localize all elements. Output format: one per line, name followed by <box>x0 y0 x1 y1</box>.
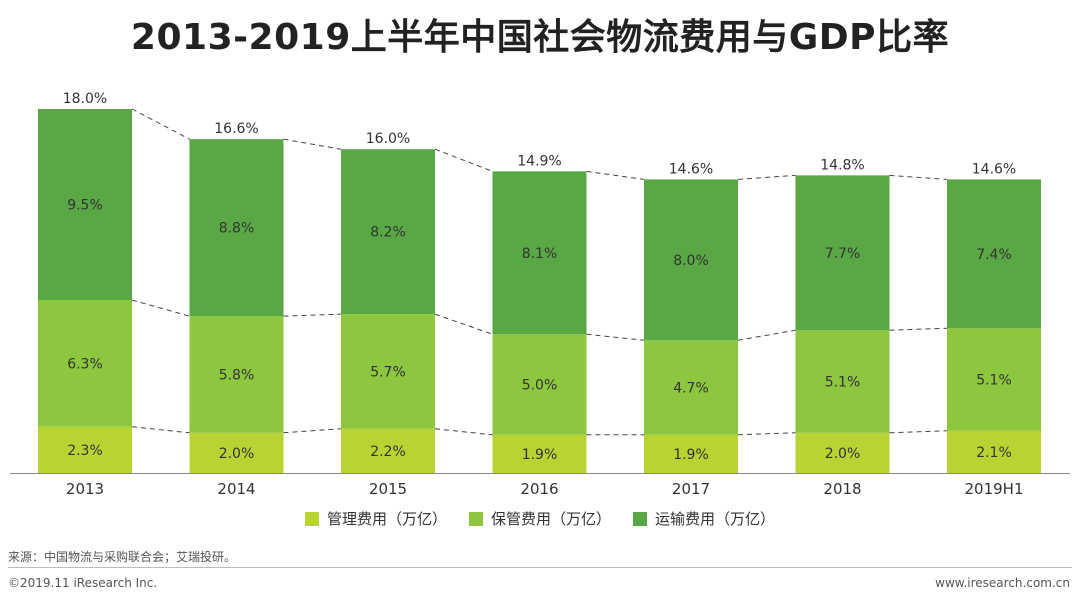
total-label: 14.6% <box>669 161 713 177</box>
bar-segment-2016-s2 <box>492 171 587 335</box>
chart-title: 2013-2019上半年中国社会物流费用与GDP比率 <box>130 17 950 58</box>
connector-line <box>434 428 493 436</box>
bar-segment-2016-s1 <box>492 334 587 435</box>
bar-segment-2019H1-s1 <box>947 328 1041 431</box>
bar-segment-2018-s1 <box>795 330 890 433</box>
connector-line <box>737 329 796 341</box>
data-label: 7.7% <box>825 246 861 262</box>
bar-segment-2015-s1 <box>341 314 435 429</box>
bar-segment-2019H1-s2 <box>947 179 1041 329</box>
stacked-bar-chart: 2.3% 6.3% 9.5% 18.0% 2013 2.0% 5.8% 8.8% 16.6% 20… <box>10 91 1070 498</box>
data-label: 2.3% <box>67 443 103 459</box>
connector-line <box>737 174 796 180</box>
total-label: 14.6% <box>972 161 1016 177</box>
legend-item: 保管费用（万亿） <box>468 508 611 529</box>
bar-segment-2017-s1 <box>644 340 738 435</box>
data-label: 5.7% <box>370 364 406 380</box>
legend-item: 运输费用（万亿） <box>633 508 775 529</box>
footer-divider <box>8 567 1072 568</box>
legend-swatch <box>468 511 483 526</box>
x-tick-label: 2018 <box>823 480 861 498</box>
website-text: www.iresearch.com.cn <box>935 576 1070 590</box>
data-label: 4.7% <box>673 381 709 397</box>
bar-segment-2015-s0 <box>341 428 435 473</box>
data-label: 2.0% <box>825 446 861 462</box>
total-label: 16.0% <box>366 131 410 147</box>
data-label: 8.0% <box>673 253 709 269</box>
bar-segment-2018-s0 <box>795 432 890 473</box>
bar-segment-2016-s0 <box>492 434 587 473</box>
legend-label: 运输费用（万亿） <box>655 510 776 528</box>
data-label: 2.1% <box>976 445 1012 461</box>
connector-line <box>131 299 190 317</box>
connector-line <box>586 170 645 180</box>
x-tick-label: 2017 <box>672 480 710 498</box>
bar-segment-2017-s0 <box>644 434 738 473</box>
bar-segment-2014-s2 <box>189 139 284 317</box>
data-label: 2.0% <box>219 446 255 462</box>
data-label: 9.5% <box>67 198 103 214</box>
bar-segment-2017-s2 <box>644 179 738 341</box>
bar-segment-2013-s2 <box>38 108 132 301</box>
x-tick-label: 2013 <box>66 480 104 498</box>
source-note: 来源：中国物流与采购联合会；艾瑞投研。 <box>8 550 237 564</box>
total-label: 14.8% <box>820 157 864 173</box>
legend-item: 管理费用（万亿） <box>304 508 447 529</box>
data-label: 1.9% <box>673 447 709 463</box>
connector-line <box>889 327 948 331</box>
connector-line <box>889 430 948 434</box>
connector-line <box>586 333 645 341</box>
total-label: 14.9% <box>517 153 561 169</box>
total-label: 18.0% <box>63 91 107 107</box>
data-label: 6.3% <box>67 356 103 372</box>
bar-segment-2014-s1 <box>189 316 284 433</box>
bar-segment-2019H1-s0 <box>947 430 1041 473</box>
data-label: 5.1% <box>976 372 1012 388</box>
total-label: 16.6% <box>214 121 258 137</box>
legend-swatch <box>304 511 319 526</box>
bar-segment-2013-s1 <box>38 300 132 427</box>
connector-line <box>737 432 796 436</box>
data-label: 5.8% <box>219 367 255 383</box>
chart-legend: 管理费用（万亿） 保管费用（万亿） 运输费用（万亿） <box>0 508 1080 529</box>
x-tick-label: 2019H1 <box>965 480 1024 498</box>
connector-line <box>131 426 190 434</box>
data-label: 7.4% <box>976 247 1012 263</box>
x-tick-label: 2016 <box>520 480 558 498</box>
data-label: 8.2% <box>370 225 406 241</box>
bar-segment-2013-s0 <box>38 426 132 473</box>
x-tick-label: 2014 <box>217 480 255 498</box>
bar-segment-2018-s2 <box>795 175 890 331</box>
connector-line <box>434 148 493 172</box>
copyright-text: ©2019.11 iResearch Inc. <box>8 576 158 590</box>
legend-swatch <box>633 511 647 526</box>
legend-label: 管理费用（万亿） <box>326 510 447 528</box>
bar-segment-2015-s2 <box>341 149 435 315</box>
data-label: 8.1% <box>522 246 558 262</box>
connector-line <box>434 313 493 335</box>
connector-line <box>889 174 948 180</box>
legend-label: 保管费用（万亿） <box>490 510 611 528</box>
connector-line <box>131 108 190 140</box>
data-label: 1.9% <box>522 447 558 463</box>
data-label: 8.8% <box>219 221 255 237</box>
connector-line <box>283 138 342 150</box>
data-label: 2.2% <box>370 444 406 460</box>
data-label: 5.0% <box>522 378 558 394</box>
connector-line <box>283 313 342 317</box>
connector-line <box>283 428 342 434</box>
bar-segment-2014-s0 <box>189 432 284 473</box>
x-tick-label: 2015 <box>369 480 407 498</box>
data-label: 5.1% <box>825 374 861 390</box>
